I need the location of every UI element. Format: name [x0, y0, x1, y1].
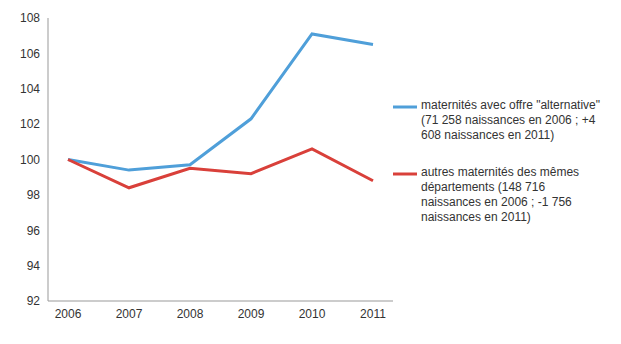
svg-text:2009: 2009 [238, 307, 265, 321]
svg-text:96: 96 [27, 224, 41, 238]
svg-text:104: 104 [20, 82, 40, 96]
html-text:autres maternités des mêmes dé: autres maternités des mêmes départements… [421, 164, 580, 224]
svg-text:2007: 2007 [116, 307, 143, 321]
svg-text:2010: 2010 [299, 307, 326, 321]
svg-text:2006: 2006 [55, 307, 82, 321]
svg-text:100: 100 [20, 153, 40, 167]
svg-text:102: 102 [20, 117, 40, 131]
svg-text:94: 94 [27, 259, 41, 273]
svg-text:92: 92 [27, 294, 41, 308]
svg-text:2008: 2008 [177, 307, 204, 321]
svg-text:108: 108 [20, 11, 40, 25]
svg-text:98: 98 [27, 188, 41, 202]
html-text:maternités avec offre "alterna: maternités avec offre "alternative" (71 … [421, 97, 601, 142]
svg-text:106: 106 [20, 47, 40, 61]
svg-text:2011: 2011 [360, 307, 386, 321]
